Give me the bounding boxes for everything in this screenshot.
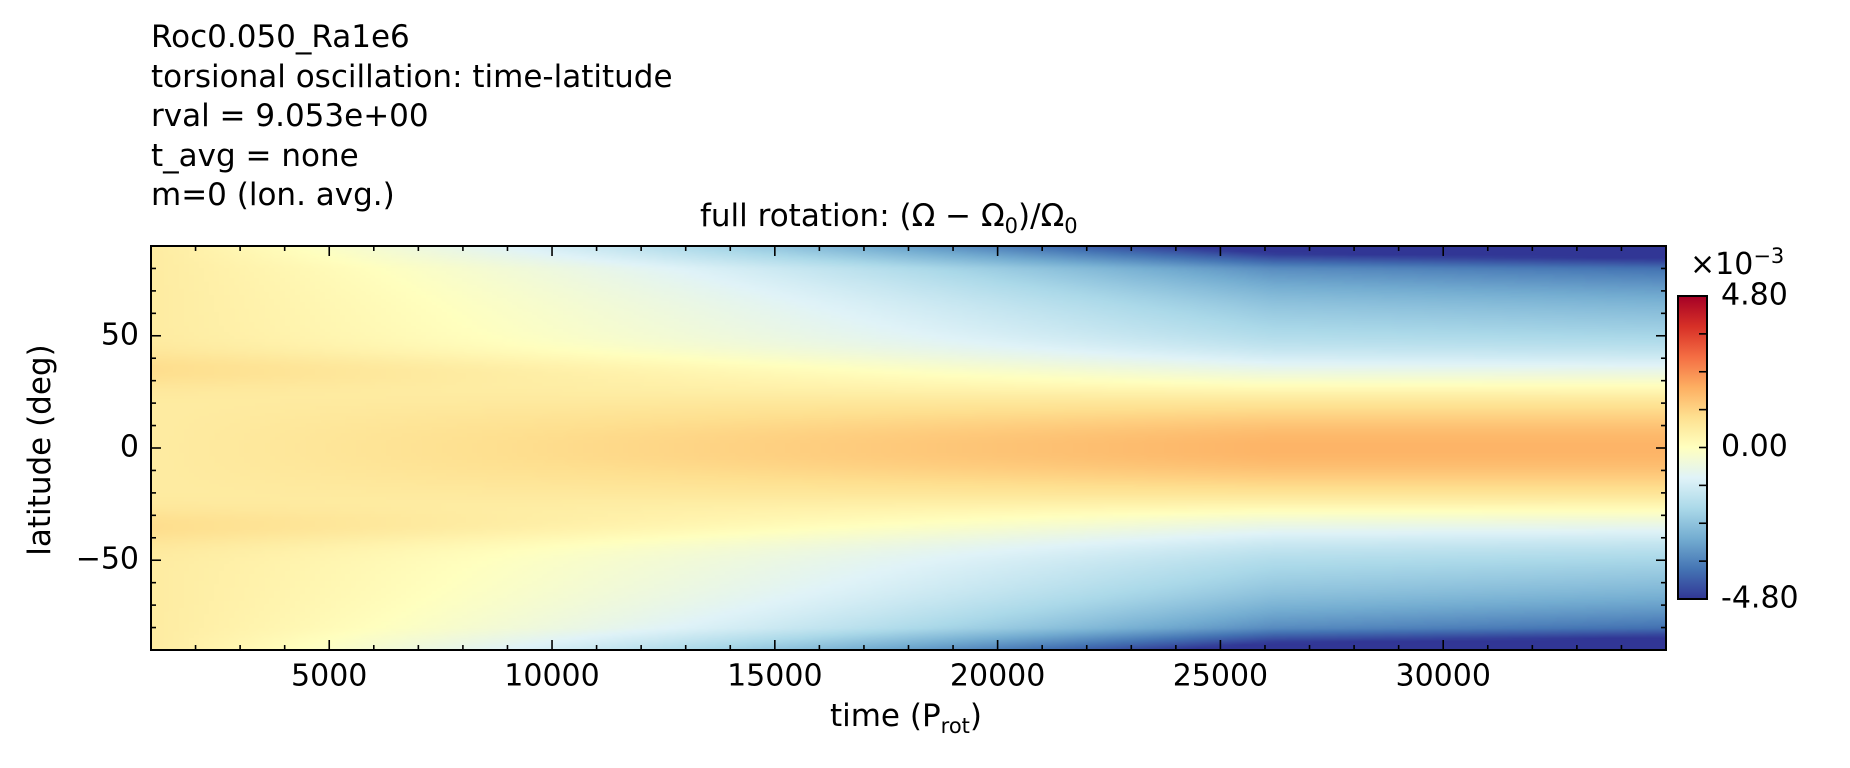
m-label: m=0 (lon. avg.) [151, 177, 395, 213]
rval-label: rval = 9.053e+00 [151, 98, 429, 134]
heatmap-image [151, 246, 1666, 650]
run-name: Roc0.050_Ra1e6 [151, 19, 410, 55]
colorbar-tick-label: -4.80 [1721, 581, 1799, 616]
colorbar-ticks: 4.80 0.00 -4.80 [1699, 278, 1799, 616]
x-tick-label: 15000 [727, 659, 822, 694]
x-ticks: 5000 10000 15000 20000 25000 30000 [194, 246, 1623, 694]
x-tick-label: 30000 [1395, 659, 1490, 694]
y-ticks: 50 0 −50 [76, 267, 1666, 629]
run-info: Roc0.050_Ra1e6 torsional oscillation: ti… [151, 18, 673, 216]
y-tick-label: 0 [120, 430, 139, 465]
plot-type: torsional oscillation: time-latitude [151, 58, 673, 95]
x-tick-label: 20000 [950, 659, 1045, 694]
colorbar-tick-label: 4.80 [1721, 278, 1788, 313]
colorbar-tick-label: 0.00 [1721, 429, 1788, 464]
tavg-label: t_avg = none [151, 137, 359, 174]
x-axis-label: time (Prot) [829, 697, 983, 739]
x-tick-label: 25000 [1173, 659, 1268, 694]
y-tick-label: 50 [101, 317, 139, 352]
heatmap-area [151, 246, 1666, 650]
y-tick-label: −50 [76, 542, 139, 577]
x-tick-label: 5000 [291, 659, 367, 694]
chart-title: full rotation: (Ω − Ω0)/Ω0 [700, 198, 1078, 239]
x-tick-label: 10000 [504, 659, 599, 694]
colorbar-exponent: ×10−3 [1690, 244, 1785, 282]
